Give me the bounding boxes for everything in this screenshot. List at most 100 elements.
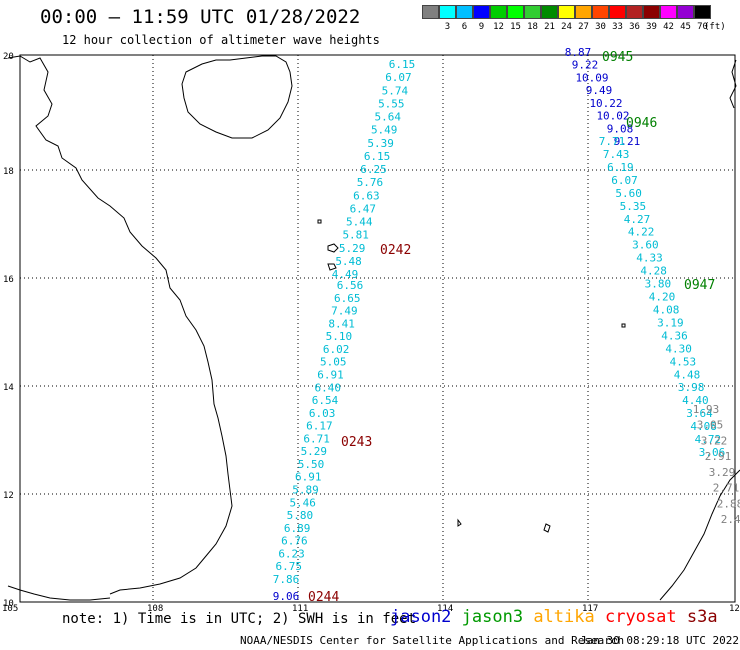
scale-swatch [677,5,694,19]
scale-label: 42 [663,22,674,32]
lat-tick-label: 16 [3,275,14,285]
scale-label: 15 [510,22,521,32]
scale-unit: (ft) [704,22,726,32]
coast-island [317,219,322,224]
wave-height-label: 3.05 [697,419,724,432]
coast-hainan [181,55,293,139]
scale-swatch [626,5,643,19]
wave-height-label: 6.89 [284,522,311,535]
island-group [317,219,626,533]
wave-height-label: 5.89 [292,484,319,497]
legend-item: cryosat [604,607,687,627]
wave-height-label: 4.53 [670,355,697,368]
wave-height-label: 5.48 [335,255,362,268]
scale-label: 39 [646,22,657,32]
coast-mainland [7,55,233,595]
wave-height-label: 6.15 [364,150,391,163]
scale-label: 12 [493,22,504,32]
wave-height-label: 5.76 [357,176,384,189]
scale-swatch [609,5,626,19]
wave-height-label: 6.63 [353,189,380,202]
wave-height-label: 8.41 [328,317,355,330]
wave-height-label: 2.91 [705,450,732,463]
wave-height-label: 5.81 [342,229,369,242]
wave-height-label: 5.74 [382,84,409,97]
scale-label: 3 [444,22,451,32]
wave-height-label: 9.08 [607,122,634,135]
vietnam-coastline [7,55,233,601]
coast-palawan [659,469,740,601]
lon-tick-label: 111 [292,604,308,614]
wave-height-label: 2.41 [721,513,740,526]
scale-swatch [439,5,456,19]
wave-height-label: 5.05 [320,356,347,369]
wave-height-label: 2.88 [717,497,740,510]
wave-height-label: 4.20 [649,291,676,304]
wave-height-label: 3.29 [709,466,736,479]
wave-height-label: 9.06 [273,590,300,603]
lat-tick-label: 10 [3,599,14,609]
coast-island [327,263,337,271]
wave-height-label: 5.44 [346,216,373,229]
wave-height-label: 6.07 [611,174,638,187]
wave-height-label: 5.29 [301,445,328,458]
scale-label: 30 [595,22,606,32]
pass-labels: 0242 0243 0244 0945 0946 0947 [308,50,715,605]
wave-height-label: 6.17 [306,420,333,433]
scale-label: 21 [544,22,555,32]
wave-height-label: 3.06 [699,446,726,459]
page-title: 00:00 – 11:59 UTC 01/28/2022 [40,6,361,28]
scale-label: 9 [478,22,485,32]
wave-height-label: 5.64 [375,111,402,124]
wave-height-label: 2.71 [713,482,740,495]
wave-height-label: 4.28 [640,265,667,278]
wave-height-label: 4.49 [332,268,359,281]
wave-height-label: 6.91 [295,471,322,484]
wave-height-label: 5.60 [615,187,642,200]
scale-swatch [507,5,524,19]
color-scale [422,5,711,19]
coast-south [7,585,111,601]
wave-height-label: 9.21 [614,135,641,148]
wave-height-label: 6.23 [278,547,305,560]
pass-time-label: 0947 [684,278,715,293]
lat-tick-label: 12 [3,491,14,501]
scale-label: 33 [612,22,623,32]
wave-height-label: 5.50 [298,458,325,471]
credit: NOAA/NESDIS Center for Satellite Applica… [240,634,625,647]
scale-swatch [575,5,592,19]
wave-height-label: 6.47 [350,202,377,215]
coast-island [457,518,462,527]
page-subtitle: 12 hour collection of altimeter wave hei… [62,33,380,47]
wave-height-label: 5.46 [289,496,316,509]
legend-item: jason3 [461,607,534,627]
wave-height-label: 5.80 [287,509,314,522]
wave-height-label: 6.76 [281,535,308,548]
wave-height-label: 9.22 [572,59,599,72]
satellite-tracks: 6.156.075.745.555.645.495.396.156.255.76… [273,46,740,603]
wave-height-label: 4.48 [674,368,701,381]
map-grid [19,54,736,603]
legend-item: altika [533,607,605,627]
scale-swatch [558,5,575,19]
scale-label: 6 [461,22,468,32]
coast-luzon [729,59,737,109]
pass-time-label: 0945 [602,50,633,65]
wave-height-label: 4.30 [665,342,692,355]
wave-height-label: 5.49 [371,124,398,137]
wave-height-label: 6.07 [385,71,412,84]
pass-time-label: 0242 [380,243,411,258]
wave-height-label: 6.54 [312,394,339,407]
scale-label: 70 [697,22,708,32]
pass-time-label: 0244 [308,590,339,605]
lat-tick-label: 18 [3,167,14,177]
map-frame [19,54,736,603]
wave-height-label: 3.19 [657,316,684,329]
wave-height-label: 3.64 [686,407,713,420]
satellite-legend: jason2 jason3 altika cryosat s3a [390,607,728,627]
wave-height-label: 4.36 [661,329,688,342]
wave-height-label: 1.93 [693,403,720,416]
wave-height-label: 6.40 [314,381,341,394]
